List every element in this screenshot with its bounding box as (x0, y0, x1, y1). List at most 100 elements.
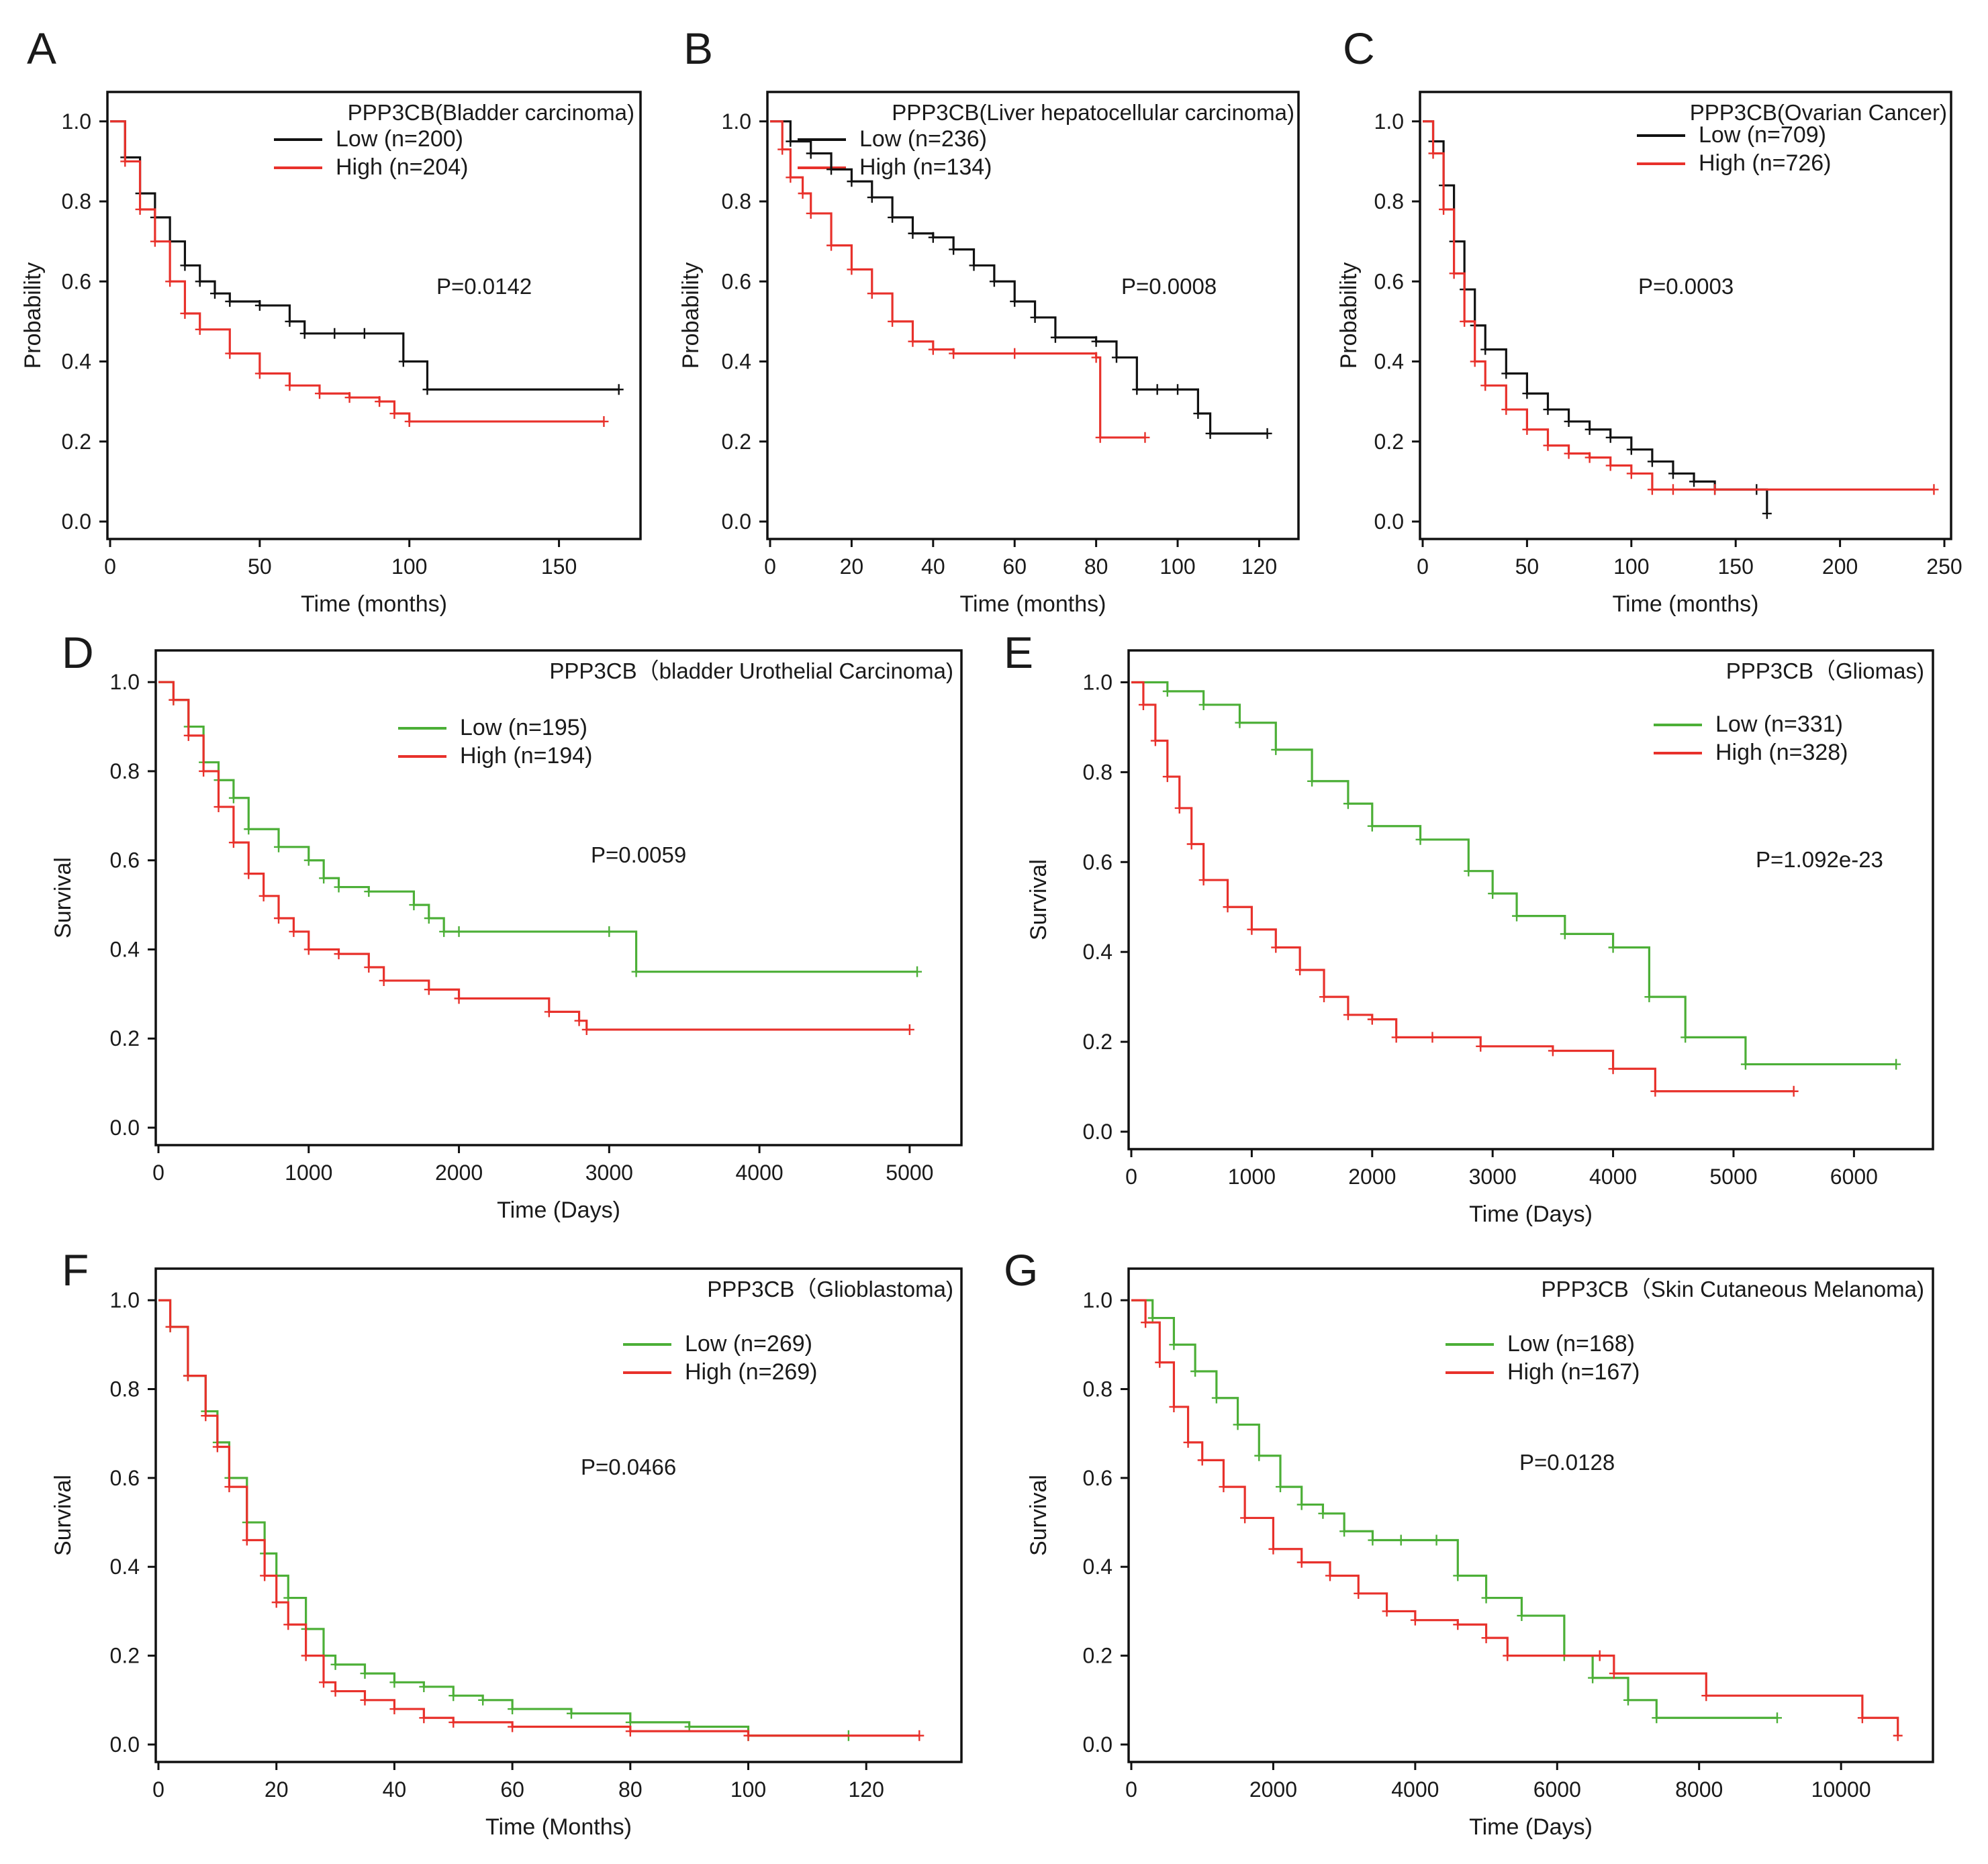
legend-label-low: Low (n=200) (336, 126, 463, 152)
censor-mark-low (1296, 1499, 1307, 1510)
censor-mark-high (1223, 901, 1233, 913)
censor-mark-high (1453, 1619, 1463, 1630)
censor-mark-low (1543, 404, 1553, 415)
legend-label-low: Low (n=195) (460, 715, 587, 740)
x-tick-label: 250 (1926, 554, 1962, 579)
censor-mark-low (1517, 1610, 1527, 1622)
censor-mark-low (1772, 1712, 1782, 1724)
censor-mark-low (1891, 1059, 1901, 1070)
censor-mark-low (1623, 1694, 1633, 1706)
y-tick-label: 0.8 (110, 759, 140, 783)
censor-mark-low (439, 926, 449, 937)
censor-mark-high (798, 188, 808, 199)
censor-mark-low (1681, 1032, 1691, 1043)
censor-mark-high (1548, 1045, 1558, 1057)
panel-a: A 0 50 100 150 0.0 0.2 0.4 0.6 0.8 1.0 Time (months… (20, 23, 642, 617)
censor-mark-low (244, 824, 254, 835)
censor-mark-low (1339, 1526, 1350, 1537)
censor-mark-high (165, 1321, 175, 1332)
censor-mark-high (1543, 440, 1553, 451)
plot-frame (1127, 1267, 1934, 1763)
legend-label-low: Low (n=236) (859, 126, 987, 152)
censor-mark-high (1367, 1014, 1377, 1025)
censor-mark-high (258, 890, 269, 901)
censor-mark-low (1271, 744, 1281, 755)
survival-curve-high (1131, 1299, 1899, 1736)
censor-mark-low (1010, 296, 1020, 307)
censor-mark-high (1626, 468, 1636, 479)
x-tick-label: 40 (921, 554, 945, 579)
panel-letter: A (27, 23, 56, 73)
x-tick-label: 80 (1084, 554, 1108, 579)
censor-mark-high (625, 1726, 635, 1737)
y-tick-label: 0.2 (1083, 1644, 1113, 1668)
x-tick-label: 100 (730, 1777, 766, 1802)
x-tick-label: 0 (1125, 1777, 1137, 1802)
x-tick-label: 100 (1159, 554, 1195, 579)
censor-mark-low (1512, 910, 1522, 922)
censor-mark-low (1644, 991, 1654, 1003)
censor-mark-high (1162, 771, 1172, 783)
censor-mark-low (360, 1668, 370, 1679)
censor-mark-low (1254, 1450, 1264, 1461)
y-axis-label: Survival (1026, 859, 1051, 940)
censor-mark-high (1893, 1730, 1903, 1741)
censor-mark-low (949, 244, 959, 255)
censor-mark-high (212, 1441, 222, 1453)
censor-mark-low (1464, 865, 1474, 877)
plot-title: PPP3CB(Bladder carcinoma) (348, 100, 634, 125)
censor-mark-high (283, 1619, 293, 1630)
censor-mark-high (318, 1677, 328, 1688)
x-axis-label: Time (Days) (1469, 1814, 1593, 1840)
x-tick-label: 40 (383, 1777, 407, 1802)
legend-label-low: Low (n=168) (1507, 1331, 1635, 1357)
survival-curve-low (1131, 1299, 1777, 1719)
y-tick-label: 0.4 (1083, 1555, 1113, 1579)
panel-f: F 0 20 40 60 80 100 120 0.0 0.2 0.4 0.6 0.8 1.0 Time (… (50, 1245, 963, 1840)
censor-mark-high (224, 1481, 234, 1493)
censor-mark-low (299, 328, 310, 339)
censor-mark-high (1701, 1690, 1711, 1702)
censor-mark-low (398, 356, 408, 367)
plot-frame (154, 1267, 963, 1763)
censor-mark-high (1343, 1009, 1353, 1020)
censor-mark-high (1857, 1712, 1867, 1724)
censor-mark-high (274, 913, 284, 924)
plot-title: PPP3CB（Skin Cutaneous Melanoma) (1542, 1277, 1924, 1302)
censor-mark-high (1501, 404, 1511, 415)
y-tick-label: 0.8 (1374, 189, 1404, 213)
censor-mark-low (566, 1708, 576, 1719)
censor-mark-low (1560, 928, 1570, 940)
censor-mark-low (1111, 352, 1121, 363)
censor-mark-high (1141, 1317, 1151, 1328)
plot-title: PPP3CB（Gliomas) (1726, 658, 1924, 683)
y-tick-label: 0.6 (62, 269, 91, 293)
censor-mark-high (379, 975, 389, 986)
censor-mark-low (1396, 1534, 1406, 1546)
censor-mark-low (1235, 717, 1245, 728)
censor-mark-high (1605, 460, 1615, 471)
y-tick-label: 0.4 (110, 1555, 140, 1579)
censor-mark-low (303, 854, 314, 866)
y-tick-label: 0.6 (722, 269, 751, 293)
y-tick-label: 0.0 (1083, 1120, 1113, 1144)
plot-frame (106, 91, 642, 540)
x-tick-label: 100 (391, 554, 427, 579)
censor-mark-high (1449, 268, 1459, 279)
x-tick-label: 80 (618, 1777, 643, 1802)
x-tick-label: 100 (1613, 554, 1649, 579)
censor-mark-high (271, 1597, 281, 1608)
y-axis-label: Probability (678, 262, 704, 369)
censor-mark-high (214, 801, 224, 813)
censor-mark-high (1138, 699, 1148, 710)
censor-mark-low (1307, 775, 1317, 787)
censor-mark-high (1595, 1650, 1605, 1661)
legend-label-high: High (n=269) (685, 1359, 818, 1385)
censor-mark-high (1522, 424, 1532, 435)
censor-mark-high (1183, 1436, 1193, 1448)
censor-mark-high (330, 1685, 340, 1697)
y-axis-label: Probability (20, 262, 46, 369)
censor-mark-low (1740, 1059, 1750, 1070)
panel-letter: D (62, 628, 94, 677)
p-value: P=0.0466 (581, 1455, 676, 1479)
